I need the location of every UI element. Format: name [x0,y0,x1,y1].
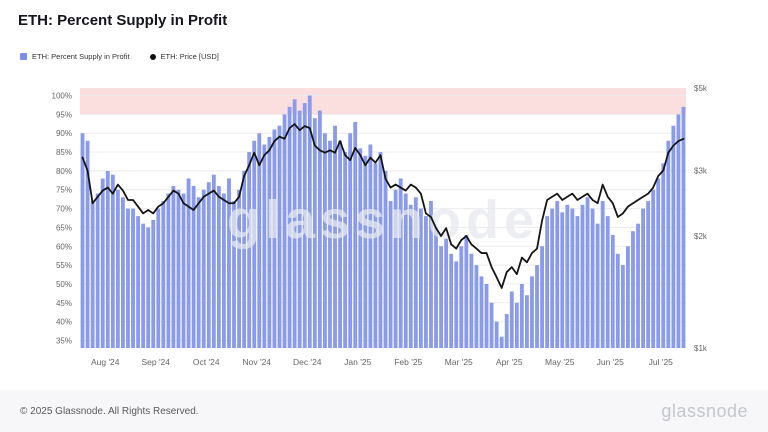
svg-text:55%: 55% [56,261,72,270]
svg-text:45%: 45% [56,299,72,308]
svg-text:Jan '25: Jan '25 [344,357,371,367]
glassnode-logo: glassnode [661,400,748,421]
chart-legend: ETH: Percent Supply in Profit ETH: Price… [20,52,219,61]
svg-text:$5k: $5k [694,84,708,93]
svg-text:May '25: May '25 [545,357,575,367]
svg-text:Apr '25: Apr '25 [496,357,523,367]
page-footer: © 2025 Glassnode. All Rights Reserved. g… [0,390,768,432]
svg-text:70%: 70% [56,205,72,214]
svg-text:60%: 60% [56,242,72,251]
page-title: ETH: Percent Supply in Profit [18,12,228,29]
legend-label-percent-supply: ETH: Percent Supply in Profit [32,52,130,61]
svg-text:40%: 40% [56,318,72,327]
legend-marker-price-icon [149,53,156,60]
svg-text:Jul '25: Jul '25 [649,357,674,367]
svg-text:$2k: $2k [694,232,708,241]
svg-text:80%: 80% [56,167,72,176]
svg-text:50%: 50% [56,280,72,289]
copyright-text: © 2025 Glassnode. All Rights Reserved. [20,405,199,417]
legend-marker-percent-supply-icon [20,53,27,60]
svg-text:65%: 65% [56,223,72,232]
svg-text:100%: 100% [52,92,72,101]
svg-text:Sep '24: Sep '24 [141,357,170,367]
svg-text:Nov '24: Nov '24 [242,357,271,367]
svg-text:85%: 85% [56,148,72,157]
svg-text:95%: 95% [56,110,72,119]
legend-item-percent-supply[interactable]: ETH: Percent Supply in Profit [20,52,130,61]
svg-text:Jun '25: Jun '25 [597,357,624,367]
legend-label-price: ETH: Price [USD] [160,52,219,61]
svg-text:Feb '25: Feb '25 [394,357,422,367]
svg-text:75%: 75% [56,186,72,195]
svg-text:Aug '24: Aug '24 [91,357,120,367]
svg-text:35%: 35% [56,336,72,345]
svg-text:90%: 90% [56,129,72,138]
svg-text:Mar '25: Mar '25 [445,357,473,367]
svg-text:$3k: $3k [694,167,708,176]
supply-in-profit-chart[interactable]: 35% 40% 45% 50% 55% 60% 65% 70% 75% 80% 85% 90% 95% 1… [0,0,768,388]
svg-text:$1k: $1k [694,344,708,353]
svg-text:glassnode: glassnode [227,190,539,250]
svg-text:Oct '24: Oct '24 [193,357,220,367]
legend-item-price[interactable]: ETH: Price [USD] [149,52,219,61]
svg-text:Dec '24: Dec '24 [293,357,322,367]
